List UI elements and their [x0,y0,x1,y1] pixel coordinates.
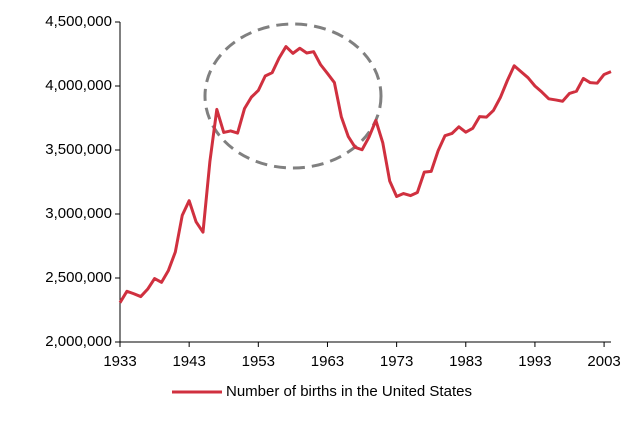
x-tick-label: 1933 [103,353,136,370]
y-tick-label: 2,500,000 [45,269,112,286]
data-line [118,45,612,304]
highlight-ellipse [203,22,383,170]
legend-label: Number of births in the United States [226,383,472,400]
y-tick-label: 3,500,000 [45,141,112,158]
x-tick-label: 1953 [242,353,275,370]
x-tick-label: 1963 [311,353,344,370]
x-tick-label: 2003 [587,353,620,370]
y-tick-label: 3,000,000 [45,205,112,222]
x-tick-label: 1993 [518,353,551,370]
y-tick-label: 4,000,000 [45,77,112,94]
y-tick-label: 4,500,000 [45,13,112,30]
x-tick-label: 1943 [172,353,205,370]
x-tick-label: 1973 [380,353,413,370]
x-tick-label: 1983 [449,353,482,370]
y-tick-label: 2,000,000 [45,333,112,350]
